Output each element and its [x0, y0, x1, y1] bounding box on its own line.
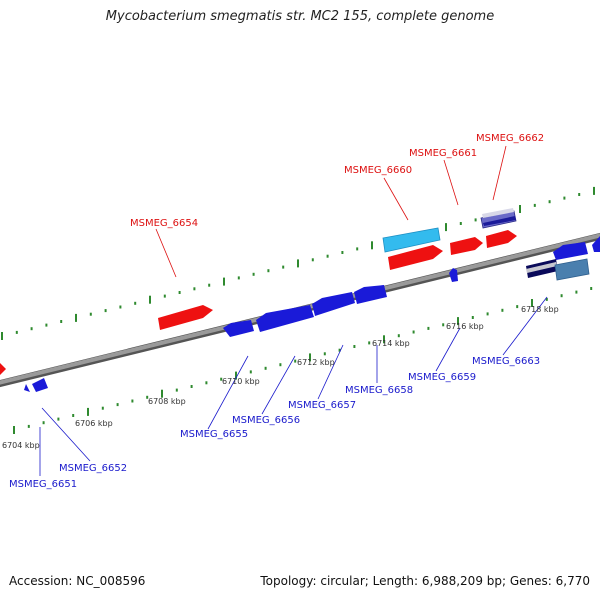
- gene-feature[interactable]: [553, 242, 588, 260]
- gene-feature[interactable]: [388, 245, 443, 270]
- gene-feature-stripe: [483, 216, 516, 226]
- callout-line: [443, 159, 459, 206]
- gene-feature[interactable]: [24, 384, 30, 392]
- gene-feature[interactable]: [382, 227, 441, 253]
- gene-feature-stripe: [526, 262, 557, 273]
- gene-feature-stripe: [482, 208, 514, 218]
- forward-ruler-ticks: [1, 186, 595, 340]
- ruler-label: 6718 kbp: [521, 305, 559, 314]
- gene-label-msmeg-6657[interactable]: MSMEG_6657: [288, 400, 356, 411]
- gene-label-msmeg-6663[interactable]: MSMEG_6663: [472, 356, 540, 367]
- callout-line: [261, 355, 296, 415]
- accession-text: Accession: NC_008596: [9, 574, 146, 588]
- gene-feature[interactable]: [256, 305, 314, 332]
- gene-label-msmeg-6658[interactable]: MSMEG_6658: [345, 385, 413, 396]
- ruler-label: 6712 kbp: [297, 358, 335, 367]
- callout-line: [317, 344, 344, 400]
- gene-feature[interactable]: [554, 258, 590, 281]
- gene-feature[interactable]: [486, 230, 517, 248]
- callout-line: [41, 407, 91, 462]
- gene-label-msmeg-6659[interactable]: MSMEG_6659: [408, 372, 476, 383]
- gene-feature[interactable]: [354, 285, 387, 304]
- gene-label-msmeg-6655[interactable]: MSMEG_6655: [180, 429, 248, 440]
- ruler-label: 6714 kbp: [372, 339, 410, 348]
- genome-title: Mycobacterium smegmatis str. MC2 155, co…: [105, 9, 495, 24]
- ruler-label: 6708 kbp: [148, 397, 186, 406]
- callout-line: [492, 145, 507, 201]
- gene-feature[interactable]: [312, 292, 355, 316]
- gene-feature[interactable]: [223, 320, 254, 337]
- gene-label-msmeg-6656[interactable]: MSMEG_6656: [232, 415, 300, 426]
- gene-feature[interactable]: [592, 236, 600, 252]
- ruler-label: 6710 kbp: [222, 377, 260, 386]
- gene-feature[interactable]: [450, 237, 483, 255]
- gene-feature[interactable]: [32, 378, 48, 392]
- gene-feature[interactable]: [0, 363, 6, 375]
- ruler-label: 6706 kbp: [75, 419, 113, 428]
- genome-summary-text: Topology: circular; Length: 6,988,209 bp…: [260, 574, 590, 588]
- callout-line: [383, 177, 409, 221]
- gene-feature[interactable]: [158, 305, 213, 330]
- callout-line: [207, 355, 249, 430]
- reverse-ruler-ticks: [13, 287, 593, 434]
- gene-label-msmeg-6660[interactable]: MSMEG_6660: [344, 165, 412, 176]
- ruler-label: 6716 kbp: [446, 322, 484, 331]
- callout-line: [502, 296, 548, 356]
- gene-feature[interactable]: [449, 268, 458, 282]
- callout-line: [155, 228, 177, 278]
- callout-line: [435, 327, 461, 372]
- gene-label-msmeg-6662[interactable]: MSMEG_6662: [476, 133, 544, 144]
- gene-label-msmeg-6661[interactable]: MSMEG_6661: [409, 148, 477, 159]
- gene-label-msmeg-6654[interactable]: MSMEG_6654: [130, 218, 198, 229]
- ruler-label: 6704 kbp: [2, 441, 40, 450]
- gene-label-msmeg-6652[interactable]: MSMEG_6652: [59, 463, 127, 474]
- gene-label-msmeg-6651[interactable]: MSMEG_6651: [9, 479, 77, 490]
